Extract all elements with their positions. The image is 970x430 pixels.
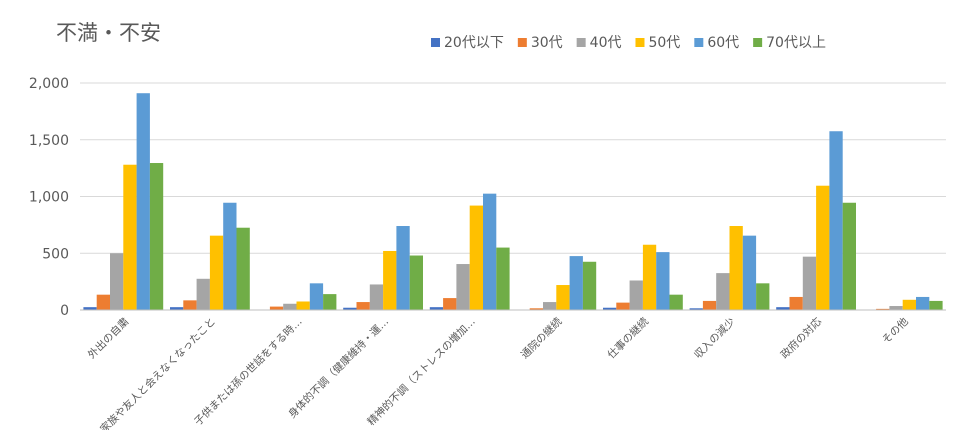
legend-swatch [431,38,440,47]
bar [842,202,856,310]
bar [136,93,150,310]
legend-label: 70代以上 [766,35,826,51]
legend-swatch [753,38,763,47]
x-axis: 外出の自粛家族や友人と会えなくなったこと子供または孫の世話をする時…身体的不調（… [85,315,911,430]
bar [742,235,757,310]
bar [110,253,124,310]
bar [236,227,250,310]
bar [343,307,357,310]
bar [529,308,543,310]
bar [729,226,743,310]
legend-label: 60代 [707,35,739,51]
y-tick-label: 1,500 [29,133,69,149]
bar [889,306,903,310]
bar [603,307,617,310]
bar [829,131,843,310]
legend-swatch [517,38,527,47]
y-tick-label: 0 [60,303,69,319]
bar [123,164,137,310]
bar [929,300,943,310]
x-tick-label: 身体的不調（健康維持・運… [286,315,392,421]
bar [383,250,397,310]
bar [396,226,410,310]
bar [776,307,790,310]
bar [656,252,670,310]
bar [183,300,197,310]
bar [689,308,703,310]
bar [443,298,457,310]
legend-swatch [694,38,704,47]
bar [369,284,384,310]
bar [483,193,497,310]
bar [876,308,890,310]
bar [642,244,657,310]
x-tick-label: 政府の対応 [778,315,825,362]
bar [170,307,184,310]
x-tick-label: 収入の減少 [691,315,737,361]
bar [789,296,803,310]
bar [669,294,683,310]
bar [582,261,597,310]
bar [802,256,817,310]
bar [83,307,97,310]
chart-title: 不満・不安 [56,21,161,45]
legend-label: 40代 [590,35,622,51]
bar [429,307,444,310]
bar [223,202,237,310]
x-tick-label: 仕事の継続 [605,315,652,362]
bar [456,264,470,310]
legend-label: 30代 [531,35,563,51]
bar [196,278,210,310]
bar [916,296,930,310]
bar [716,273,730,310]
bar [756,283,770,310]
bar [96,294,110,310]
y-tick-label: 1,000 [29,190,69,206]
bar [556,285,570,310]
bar [356,302,370,310]
gridlines [80,82,946,254]
legend-label: 20代以下 [444,35,504,51]
bars [83,93,943,310]
bar [469,205,483,310]
x-tick-label: その他 [879,315,911,347]
legend: 20代以下 30代 40代 50代 60代 70代以上 [431,35,826,51]
bar [616,302,630,310]
bar [702,300,717,310]
y-tick-label: 500 [42,246,69,262]
bar [209,235,224,310]
legend-swatch [576,38,586,47]
legend-label: 50代 [648,35,680,51]
legend-swatch [635,38,645,47]
bar [902,299,916,310]
bar [629,280,643,310]
bar [543,302,557,310]
bar [149,163,164,310]
bar [816,185,830,310]
bar [283,303,297,310]
bar [309,283,324,310]
bar [323,294,337,310]
x-tick-label: 外出の自粛 [85,315,131,361]
x-tick-label: 通院の継続 [518,315,565,362]
bar [496,247,510,310]
bar [269,306,284,310]
bar [409,255,423,310]
bar [296,301,310,310]
bar [569,256,583,310]
y-axis: 0 500 1,000 1,500 2,000 [29,76,69,319]
y-tick-label: 2,000 [29,76,69,92]
